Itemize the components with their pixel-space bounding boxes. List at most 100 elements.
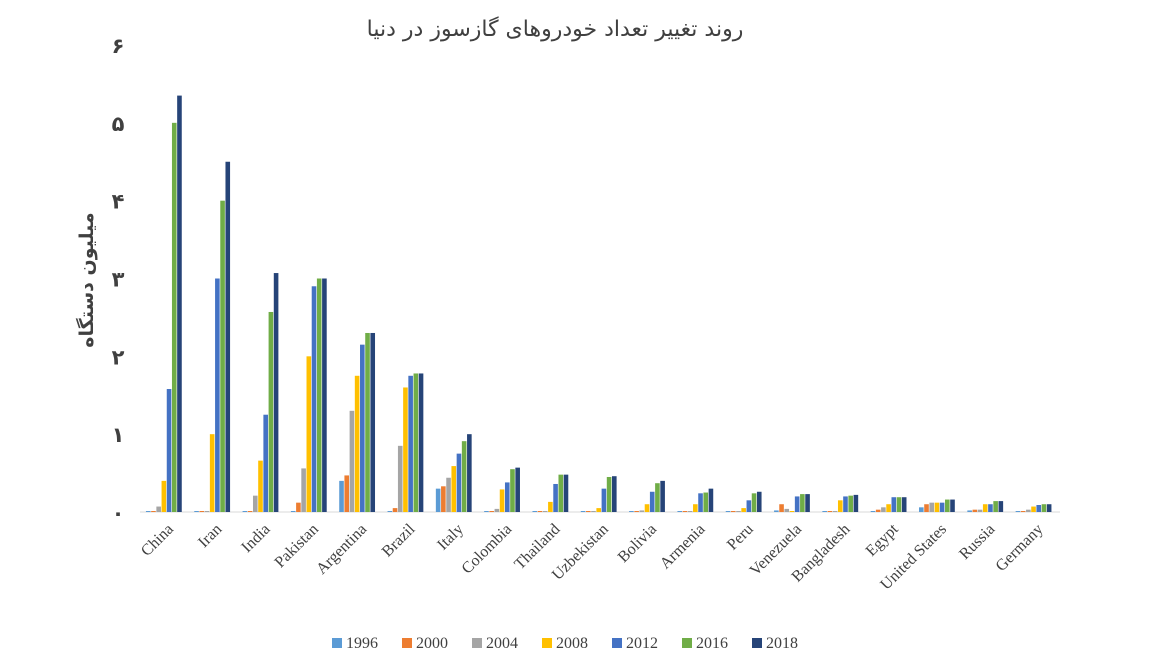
bar-india-2000 [247, 511, 253, 512]
bar-colombia-2018 [515, 467, 520, 512]
legend-label: 2008 [556, 635, 588, 652]
bar-thailand-2004 [542, 511, 548, 512]
legend-swatch [682, 638, 692, 648]
legend-label: 1996 [346, 635, 378, 652]
bar-armenia-2016 [703, 492, 709, 512]
x-tick-label: China [138, 521, 177, 560]
bar-pakistan-2012 [311, 286, 317, 512]
bar-brazil-2000 [392, 508, 398, 512]
bar-bolivia-2016 [655, 483, 660, 512]
bar-uzbekistan-2008 [596, 508, 601, 512]
bar-colombia-2008 [499, 489, 505, 512]
legend-label: 2004 [486, 635, 518, 652]
bar-egypt-2012 [891, 497, 897, 512]
legend-swatch [472, 638, 482, 648]
bar-argentina-2008 [354, 375, 360, 512]
bar-armenia-2018 [708, 488, 714, 512]
bar-china-2016 [171, 122, 177, 512]
x-tick-label: Egypt [863, 520, 902, 559]
bar-egypt-2016 [896, 497, 902, 512]
y-tick-label: ۵ [112, 112, 125, 136]
bar-india-2004 [252, 495, 258, 512]
bar-italy-2012 [456, 453, 462, 513]
bar-germany-1996 [1015, 511, 1021, 512]
y-tick-label: ۶ [112, 34, 125, 58]
bar-italy-1996 [435, 488, 441, 512]
bar-united-states-1996 [919, 507, 924, 512]
bar-thailand-2008 [548, 501, 553, 512]
bar-brazil-2018 [418, 373, 424, 512]
x-tick-label: Iran [195, 521, 225, 551]
bar-thailand-2000 [537, 511, 543, 512]
x-tick-label: Peru [724, 521, 757, 554]
bar-india-2008 [258, 460, 263, 512]
bar-pakistan-2016 [316, 278, 322, 512]
bar-venezuela-2018 [805, 494, 810, 512]
bar-iran-2018 [225, 161, 231, 512]
bar-argentina-2012 [360, 344, 365, 512]
bar-colombia-1996 [484, 511, 489, 512]
bar-germany-2018 [1046, 504, 1052, 512]
bar-armenia-2000 [682, 511, 688, 512]
bar-bangladesh-1996 [822, 511, 827, 512]
bar-argentina-1996 [339, 480, 344, 512]
bar-germany-2012 [1036, 505, 1042, 512]
bar-uzbekistan-2012 [601, 488, 607, 512]
bar-china-2000 [151, 511, 156, 512]
bar-colombia-2004 [494, 508, 500, 512]
bar-bolivia-2012 [649, 491, 655, 512]
y-tick-label: ۴ [112, 190, 125, 214]
bar-iran-2000 [199, 511, 205, 512]
bar-egypt-2018 [901, 497, 907, 512]
bar-colombia-2016 [510, 469, 515, 512]
y-tick-label: ۱ [112, 423, 125, 447]
bar-russia-2012 [988, 504, 993, 512]
legend: 1996 2000 2004 2008 2012 2016 2018 [332, 635, 798, 652]
bar-bangladesh-2012 [843, 496, 848, 512]
bar-china-2008 [161, 480, 167, 512]
bar-thailand-1996 [532, 511, 538, 512]
bar-armenia-2012 [698, 493, 703, 512]
bar-argentina-2004 [349, 410, 355, 512]
bar-bolivia-1996 [629, 511, 634, 512]
bar-pakistan-2000 [296, 502, 301, 512]
bar-thailand-2018 [563, 474, 569, 512]
legend-label: 2018 [766, 635, 798, 652]
bar-argentina-2000 [344, 475, 350, 512]
bar-italy-2018 [467, 434, 472, 512]
bar-bangladesh-2008 [837, 500, 843, 512]
bar-china-2018 [177, 95, 182, 512]
bar-brazil-2016 [413, 373, 419, 512]
bar-pakistan-2008 [306, 356, 312, 512]
bar-bangladesh-2004 [832, 511, 838, 512]
bar-russia-2018 [998, 501, 1004, 512]
y-axis-label: میلیون دستگاه [75, 212, 98, 347]
bar-italy-2004 [446, 477, 451, 512]
bar-germany-2016 [1041, 504, 1047, 512]
y-tick-label: ۰ [112, 501, 125, 525]
bar-uzbekistan-2004 [591, 511, 596, 512]
bar-bangladesh-2000 [827, 511, 833, 512]
bar-peru-2016 [751, 493, 757, 512]
bar-peru-2018 [756, 491, 762, 512]
x-tick-label: Argentina [313, 521, 370, 578]
bar-peru-2008 [741, 508, 746, 512]
bar-peru-2004 [736, 511, 741, 512]
bar-venezuela-2008 [789, 511, 795, 512]
bar-bolivia-2004 [639, 510, 645, 512]
bar-india-2016 [268, 311, 274, 512]
bar-thailand-2016 [558, 474, 564, 512]
bar-china-1996 [145, 511, 151, 512]
bar-venezuela-2016 [800, 494, 805, 512]
bar-united-states-2016 [945, 499, 950, 512]
bar-iran-2012 [215, 278, 220, 512]
bar-egypt-2004 [881, 507, 886, 512]
bar-iran-2008 [209, 434, 215, 512]
bar-uzbekistan-2018 [612, 476, 617, 512]
bar-brazil-2008 [403, 387, 408, 512]
bar-bolivia-2018 [660, 480, 665, 512]
bar-colombia-2000 [489, 511, 494, 512]
bar-india-1996 [242, 511, 248, 512]
bar-russia-2000 [972, 509, 978, 512]
